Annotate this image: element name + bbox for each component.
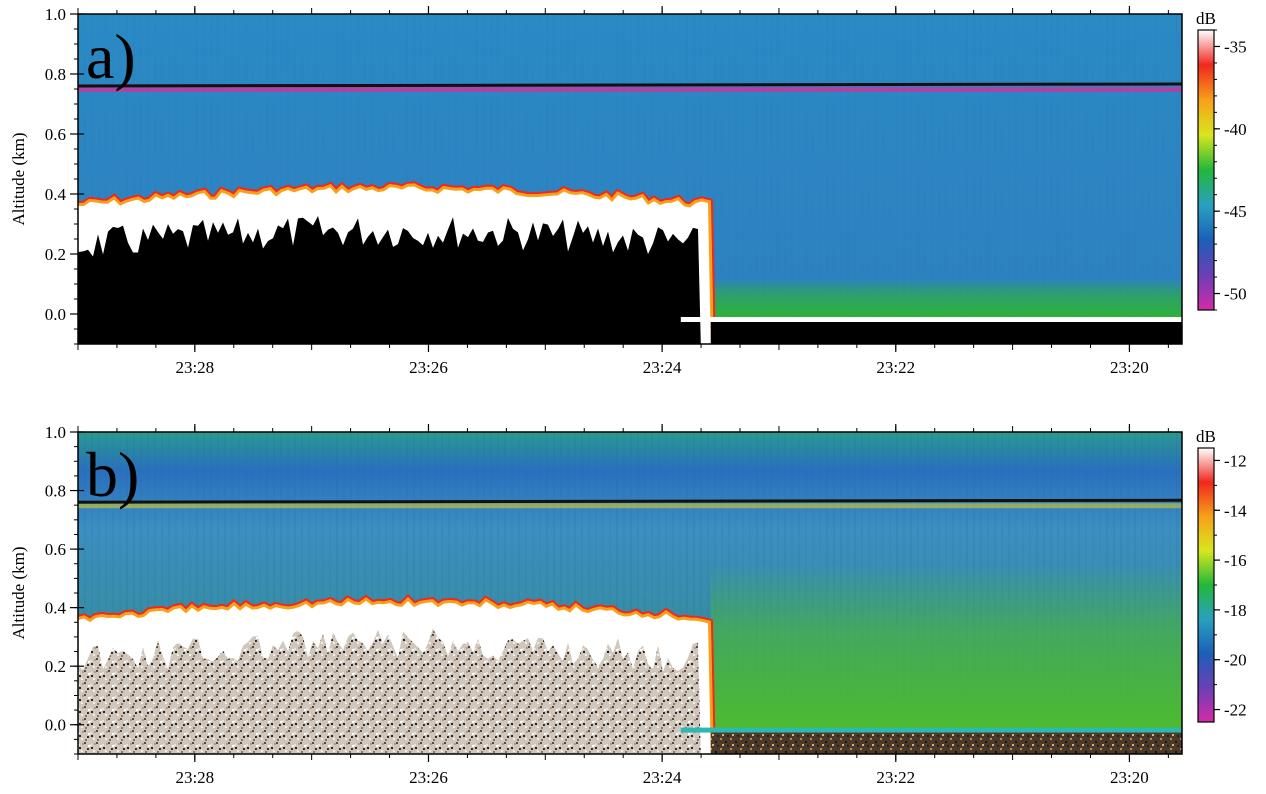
- x-tick-label: 23:22: [876, 768, 915, 787]
- ground-echo-line: [680, 727, 1182, 733]
- surface-band: [78, 87, 1182, 92]
- y-tick-label: 0.2: [45, 657, 66, 676]
- y-axis-title: Altitude (km): [9, 546, 28, 639]
- x-tick-label: 23:20: [1110, 768, 1149, 787]
- colorbar-tick-label: -16: [1224, 551, 1247, 570]
- x-tick-label: 23:28: [175, 768, 214, 787]
- y-tick-label: 0.6: [45, 125, 66, 144]
- x-tick-label: 23:24: [643, 768, 682, 787]
- colorbar-tick-label: -14: [1224, 501, 1247, 520]
- x-tick-label: 23:20: [1110, 358, 1149, 377]
- y-tick-label: 0.2: [45, 245, 66, 264]
- y-tick-label: 0.8: [45, 65, 66, 84]
- colorbar: [1197, 447, 1215, 723]
- lower-echo-region: [710, 563, 1182, 731]
- lower-echo-region: [710, 278, 1182, 320]
- colorbar-tick-label: -50: [1224, 285, 1247, 304]
- x-tick-label: 23:26: [409, 358, 448, 377]
- colorbar-tick-label: -45: [1224, 202, 1247, 221]
- y-axis-title: Altitude (km): [9, 132, 28, 225]
- colorbar-unit: dB: [1196, 427, 1216, 446]
- colorbar-tick-label: -22: [1224, 701, 1247, 720]
- surface-band: [78, 503, 1182, 509]
- colorbar: [1197, 29, 1215, 311]
- y-tick-label: 0.0: [45, 716, 66, 735]
- panel-label: a): [86, 21, 136, 92]
- panel-b: 0.0 0.2 0.4 0.6 0.8 1.0 23:28 23:26 23:24 23:22 23…: [0, 418, 1266, 794]
- ground-echo-line: [680, 317, 1182, 322]
- x-tick-label: 23:22: [876, 358, 915, 377]
- y-tick-label: 1.0: [45, 5, 66, 24]
- x-tick-label: 23:28: [175, 358, 214, 377]
- colorbar-tick-label: -12: [1224, 451, 1247, 470]
- colorbar-tick-label: -40: [1224, 120, 1247, 139]
- y-tick-label: 0.6: [45, 540, 66, 559]
- colorbar-tick-label: -20: [1224, 651, 1247, 670]
- y-tick-label: 0.0: [45, 305, 66, 324]
- colorbar-unit: dB: [1196, 9, 1216, 28]
- colorbar-tick-label: -18: [1224, 601, 1247, 620]
- y-tick-label: 1.0: [45, 423, 66, 442]
- colorbar-tick-label: -35: [1224, 37, 1247, 56]
- plot-area: [78, 432, 1182, 754]
- plot-area: [78, 14, 1182, 344]
- y-tick-label: 0.8: [45, 482, 66, 501]
- subsurface-band: [710, 320, 1182, 344]
- chart-a-svg: 0.0 0.2 0.4 0.6 0.8 1.0 23:28 23:26 23:24 23:22 23…: [9, 5, 1247, 377]
- cloud-core: [78, 628, 701, 754]
- panel-label: b): [86, 439, 139, 510]
- cloud-core: [78, 215, 701, 344]
- panel-a: 0.0 0.2 0.4 0.6 0.8 1.0 23:28 23:26 23:24 23:22 23…: [9, 5, 1247, 377]
- chart-b-svg: 0.0 0.2 0.4 0.6 0.8 1.0 23:28 23:26 23:24 23:22 23…: [9, 423, 1247, 787]
- subsurface-band: [710, 730, 1182, 754]
- y-tick-label: 0.4: [45, 185, 67, 204]
- surface-line: [78, 498, 1182, 504]
- x-tick-label: 23:24: [643, 358, 682, 377]
- x-tick-label: 23:26: [409, 768, 448, 787]
- surface-line: [78, 82, 1182, 88]
- y-tick-label: 0.4: [45, 599, 67, 618]
